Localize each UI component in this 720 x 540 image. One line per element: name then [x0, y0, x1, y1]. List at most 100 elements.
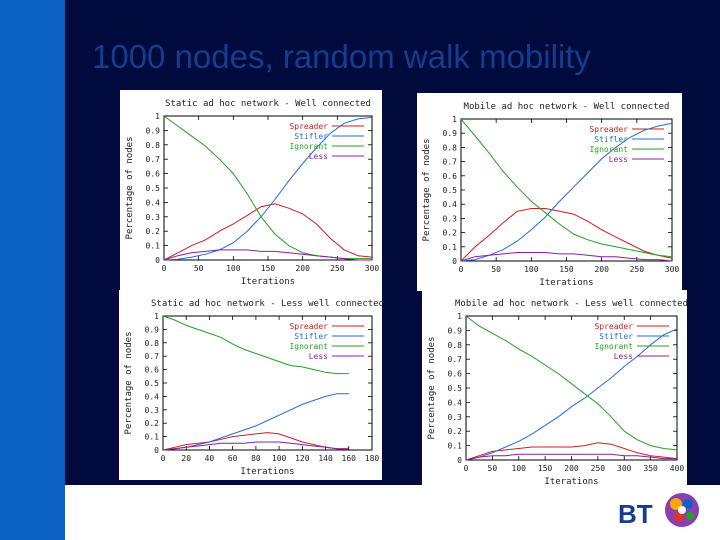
chart-static-less-connected: Static ad hoc network - Less well connec…	[119, 290, 382, 480]
x-tick-label: 100	[226, 264, 241, 273]
x-tick-label: 180	[365, 454, 380, 463]
y-tick-label: 0.3	[146, 213, 161, 222]
y-tick-label: 0.2	[146, 227, 161, 236]
series-line-ignorant	[460, 118, 673, 258]
y-tick-label: 0.6	[145, 366, 160, 375]
x-tick-label: 350	[643, 464, 658, 473]
x-tick-label: 300	[617, 464, 632, 473]
x-tick-label: 0	[464, 464, 469, 473]
y-tick-label: 0.5	[146, 184, 161, 193]
y-tick-label: 0.4	[448, 398, 463, 407]
x-tick-label: 300	[665, 265, 680, 274]
slide-title: 1000 nodes, random walk mobility	[92, 38, 591, 75]
legend-label: Less	[309, 152, 328, 161]
series-line-less	[162, 441, 349, 451]
legend-label: Ignorant	[589, 145, 628, 154]
legend-label: Stifler	[594, 135, 628, 144]
y-tick-label: 0.3	[443, 214, 458, 223]
x-tick-label: 100	[524, 265, 539, 274]
legend-label: Ignorant	[289, 342, 328, 351]
legend-label: Stifler	[294, 332, 328, 341]
x-tick-label: 150	[559, 265, 574, 274]
y-tick-label: 1	[154, 312, 159, 321]
y-tick-label: 0.9	[145, 325, 160, 334]
legend-label: Spreader	[289, 322, 328, 331]
x-tick-label: 200	[295, 264, 310, 273]
y-tick-label: 0.8	[448, 341, 463, 350]
x-tick-label: 250	[591, 464, 606, 473]
legend-label: Less	[609, 155, 628, 164]
chart-title: Static ad hoc network - Well connected	[165, 99, 371, 109]
x-tick-label: 120	[295, 454, 310, 463]
x-tick-label: 400	[670, 464, 685, 473]
series-line-spreader	[162, 432, 349, 451]
y-tick-label: 0.7	[443, 158, 458, 167]
x-tick-label: 150	[261, 264, 276, 273]
series-line-stifler	[162, 393, 349, 451]
series-line-spreader	[163, 203, 373, 261]
y-tick-label: 0.9	[443, 129, 458, 138]
y-tick-label: 0.1	[146, 242, 161, 251]
x-tick-label: 50	[491, 265, 501, 274]
y-tick-label: 0	[452, 257, 457, 266]
y-tick-label: 1	[457, 312, 462, 321]
y-tick-label: 0.2	[448, 427, 463, 436]
y-tick-label: 0	[154, 446, 159, 455]
series-line-spreader	[465, 442, 678, 461]
plot-frame	[465, 315, 678, 461]
y-tick-label: 0.5	[443, 186, 458, 195]
x-tick-label: 140	[318, 454, 333, 463]
chart-svg: Static ad hoc network - Well connected 0 0…	[125, 99, 379, 287]
y-tick-label: 1	[452, 115, 457, 124]
y-tick-label: 0.8	[145, 339, 160, 348]
legend-label: Spreader	[289, 122, 328, 131]
x-tick-label: 100	[272, 454, 287, 463]
series-line-less	[465, 453, 677, 461]
x-axis-label: Iterations	[241, 277, 295, 287]
chart-svg: Static ad hoc network - Less well connec…	[124, 299, 382, 477]
x-tick-label: 40	[205, 454, 215, 463]
series-line-ignorant	[162, 315, 349, 375]
chart-title: Mobile ad hoc network - Well connected	[464, 102, 670, 112]
y-tick-label: 0.3	[448, 413, 463, 422]
legend-label: Spreader	[589, 125, 628, 134]
y-tick-label: 0.6	[146, 170, 161, 179]
x-tick-label: 0	[459, 265, 464, 274]
legend-label: Less	[309, 352, 328, 361]
series-line-less	[460, 252, 673, 262]
series-line-less	[163, 249, 372, 261]
y-tick-label: 0.3	[145, 406, 160, 415]
x-tick-label: 200	[594, 265, 609, 274]
x-tick-label: 150	[538, 464, 553, 473]
y-tick-label: 0.7	[146, 155, 161, 164]
x-tick-label: 200	[564, 464, 579, 473]
y-axis-label: Percentage of nodes	[427, 337, 437, 440]
y-tick-label: 0.5	[145, 379, 160, 388]
chart-static-well-connected: Static ad hoc network - Well connected 0 0…	[120, 90, 382, 290]
y-tick-label: 0.8	[146, 141, 161, 150]
y-tick-label: 0	[457, 456, 462, 465]
y-tick-label: 0.1	[448, 442, 463, 451]
y-tick-label: 0.1	[443, 243, 458, 252]
bt-logo: BT	[618, 493, 699, 529]
series-line-stifler	[163, 116, 373, 261]
x-tick-label: 250	[630, 265, 645, 274]
y-tick-label: 1	[155, 112, 160, 121]
chart-title: Mobile ad hoc network - Less well connec…	[455, 299, 687, 309]
x-tick-label: 80	[251, 454, 261, 463]
x-tick-label: 0	[162, 264, 167, 273]
y-tick-label: 0.6	[448, 370, 463, 379]
legend-label: Stifler	[599, 332, 633, 341]
series-line-stifler	[465, 328, 678, 461]
plot-frame	[460, 118, 673, 262]
x-tick-label: 0	[161, 454, 166, 463]
y-tick-label: 0.5	[448, 384, 463, 393]
chart-title: Static ad hoc network - Less well connec…	[151, 299, 382, 309]
legend-label: Spreader	[594, 322, 633, 331]
legend-label: Less	[614, 352, 633, 361]
series-line-ignorant	[163, 115, 372, 260]
y-tick-label: 0.6	[443, 172, 458, 181]
y-tick-label: 0.8	[443, 143, 458, 152]
y-axis-label: Percentage of nodes	[125, 137, 135, 240]
x-tick-label: 250	[330, 264, 345, 273]
